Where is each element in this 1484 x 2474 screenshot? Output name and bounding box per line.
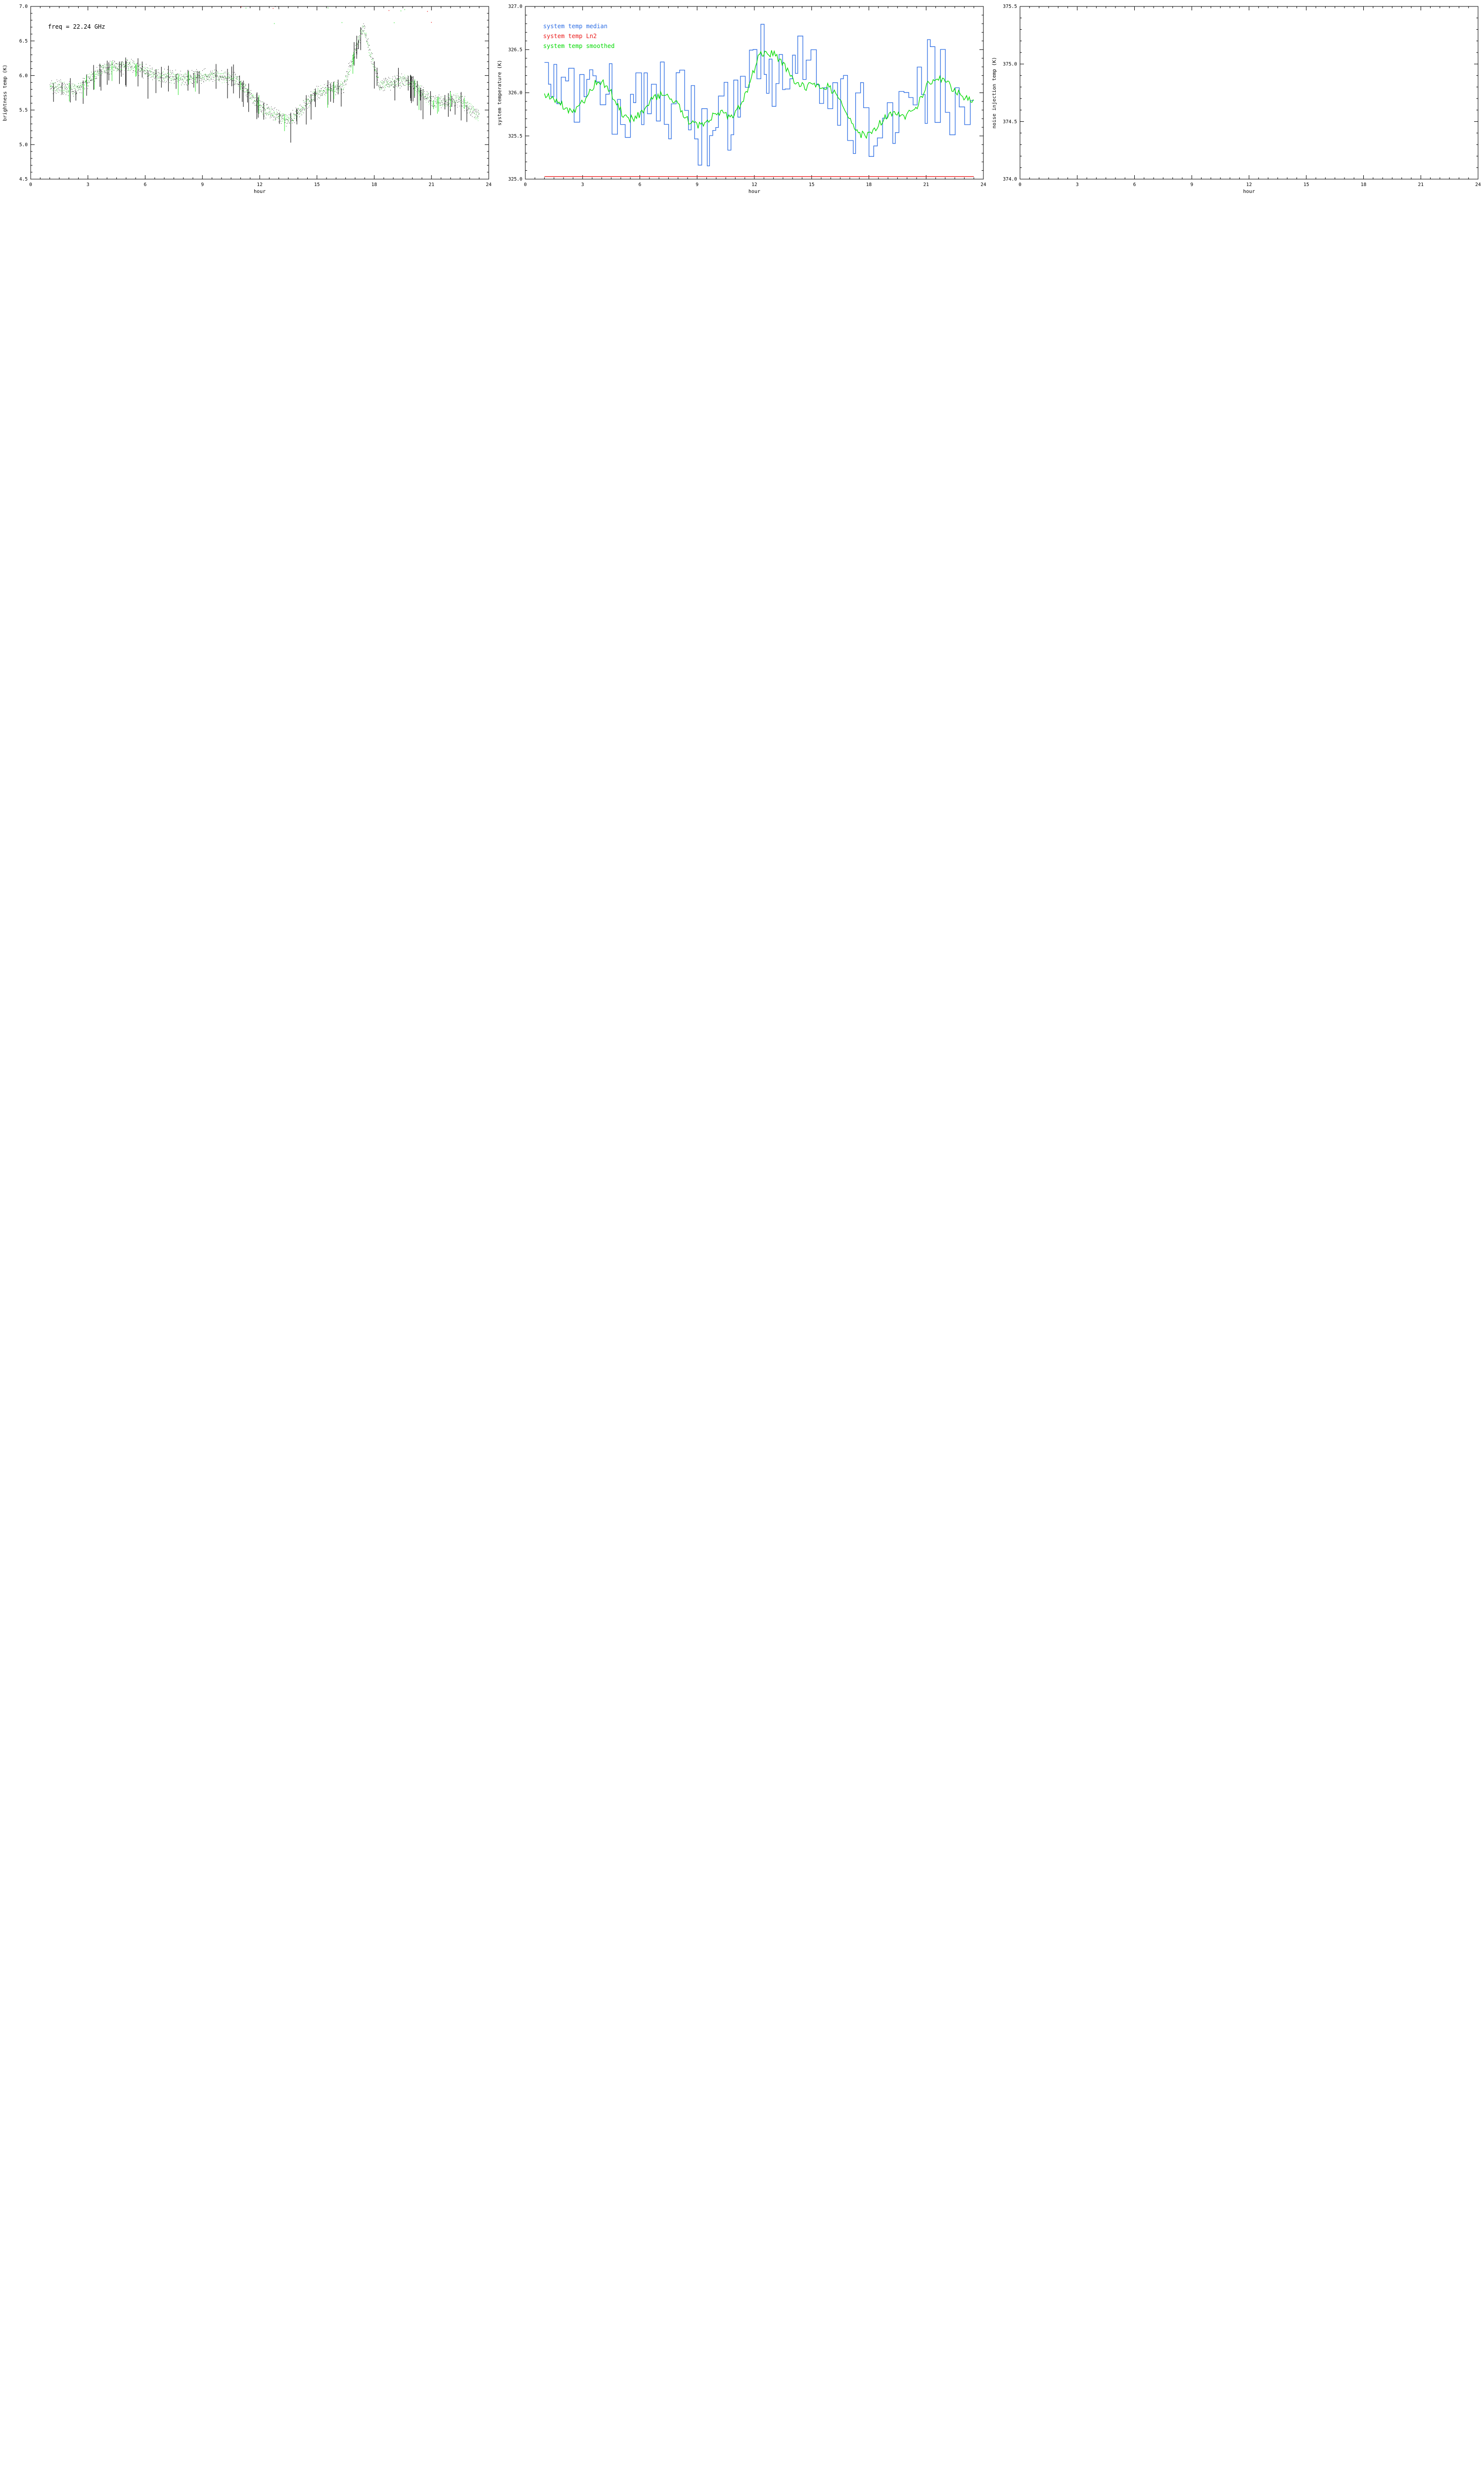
y-tick-label: 6.0 (19, 73, 28, 79)
legend-entry: system temp smoothed (543, 43, 615, 49)
x-tick-label: 12 (1246, 182, 1252, 188)
series-tsys-median (544, 24, 974, 166)
x-tick-label: 12 (751, 182, 757, 188)
x-axis-label: hour (254, 189, 266, 194)
y-axis-label: noise injection temp (K) (992, 57, 997, 129)
panel-system-temp-0: 0 3 6 9 12 15 18 21 24 325.0 325.5 326.0 326.5 327.0 h… (495, 0, 989, 198)
chart-svg: 0 3 6 9 12 15 18 21 24 4.5 5.0 5.5 6.0 6.5 7.0 hour brig… (2, 4, 492, 194)
axes (1020, 6, 1479, 180)
x-tick-label: 24 (980, 182, 986, 188)
y-tick-label: 7.0 (19, 4, 28, 9)
x-tick-label: 24 (1475, 182, 1481, 188)
legend-entry: system temp Ln2 (543, 33, 597, 40)
panel-noise-diode-0: 0 3 6 9 12 15 18 21 24 374.0 374.5 375.0 375.5 hour no… (989, 0, 1484, 198)
y-tick-label: 325.0 (508, 177, 522, 182)
y-tick-label: 6.5 (19, 39, 28, 44)
x-axis-label: hour (1243, 189, 1255, 194)
x-tick-label: 15 (809, 182, 814, 188)
x-tick-label: 21 (1418, 182, 1424, 188)
plot-row-22.24: 0 3 6 9 12 15 18 21 24 4.5 5.0 5.5 6.0 6.5 7.0 hour brig… (0, 0, 1484, 198)
legend-entry: system temp median (543, 23, 607, 30)
series-tsys-smoothed (544, 50, 974, 140)
y-tick-label: 325.5 (508, 134, 522, 139)
x-tick-label: 3 (581, 182, 584, 188)
x-tick-label: 6 (144, 182, 147, 188)
series-green-scatter (49, 25, 480, 131)
y-tick-label: 375.5 (1003, 4, 1017, 9)
x-tick-label: 3 (1076, 182, 1079, 188)
y-tick-label: 374.0 (1003, 177, 1017, 182)
y-tick-label: 5.0 (19, 142, 28, 147)
x-tick-label: 15 (1303, 182, 1309, 188)
chart-svg: 0 3 6 9 12 15 18 21 24 325.0 325.5 326.0 326.5 327.0 h… (497, 4, 986, 194)
x-tick-label: 21 (924, 182, 929, 188)
axes (30, 6, 489, 180)
x-tick-label: 9 (201, 182, 204, 188)
x-axis-label: hour (748, 189, 760, 194)
x-tick-label: 18 (1361, 182, 1367, 188)
y-tick-label: 327.0 (508, 4, 522, 9)
y-tick-label: 375.0 (1003, 62, 1017, 67)
x-tick-label: 0 (1019, 182, 1021, 188)
chart-svg: 0 3 6 9 12 15 18 21 24 374.0 374.5 375.0 375.5 hour no… (992, 4, 1481, 194)
x-tick-label: 0 (524, 182, 527, 188)
y-axis-label: brightness temp (K) (2, 64, 8, 121)
x-tick-label: 6 (639, 182, 642, 188)
x-tick-label: 0 (29, 182, 32, 188)
y-axis-label: system temperature (K) (497, 60, 503, 125)
x-tick-label: 24 (486, 182, 492, 188)
x-tick-label: 6 (1133, 182, 1136, 188)
y-tick-label: 4.5 (19, 177, 28, 182)
x-tick-label: 15 (314, 182, 320, 188)
y-tick-label: 5.5 (19, 108, 28, 113)
axes (525, 6, 984, 180)
x-tick-label: 9 (696, 182, 698, 188)
x-tick-label: 18 (866, 182, 872, 188)
panel-brightness-0: 0 3 6 9 12 15 18 21 24 4.5 5.0 5.5 6.0 6.5 7.0 hour brig… (0, 0, 495, 198)
y-tick-label: 326.0 (508, 91, 522, 96)
x-tick-label: 12 (257, 182, 262, 188)
x-tick-label: 3 (87, 182, 90, 188)
y-tick-label: 326.5 (508, 47, 522, 52)
x-tick-label: 9 (1190, 182, 1193, 188)
panel-title: freq = 22.24 GHz (48, 23, 105, 30)
x-tick-label: 18 (371, 182, 377, 188)
y-tick-label: 374.5 (1003, 119, 1017, 125)
x-tick-label: 21 (429, 182, 435, 188)
